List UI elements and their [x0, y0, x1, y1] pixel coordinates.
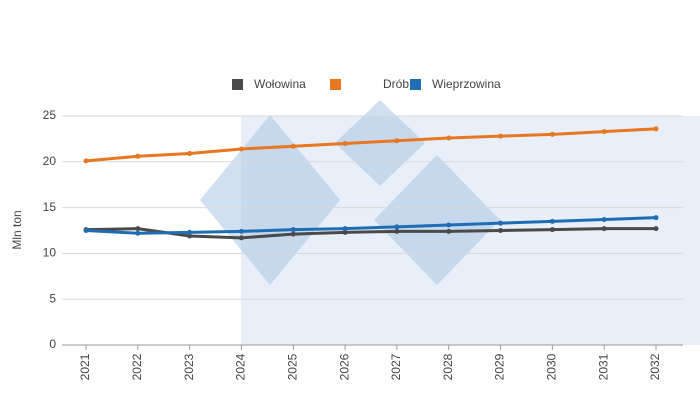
- data-point: [498, 228, 504, 233]
- x-tick-label: 2030: [545, 353, 559, 380]
- legend-label: Drób: [383, 77, 409, 91]
- legend-label: Wołowina: [254, 77, 306, 91]
- x-tick-label: 2025: [285, 353, 299, 380]
- x-tick-label: 2021: [78, 353, 92, 380]
- data-point: [83, 228, 89, 233]
- y-tick-label: 10: [43, 246, 57, 260]
- data-point: [653, 226, 659, 232]
- y-tick-label: 15: [43, 200, 57, 214]
- data-point: [187, 229, 193, 235]
- legend-swatch: [410, 79, 421, 90]
- data-point: [290, 227, 296, 233]
- data-point: [549, 218, 555, 224]
- data-point: [498, 220, 504, 226]
- watermark-diamond: [374, 155, 500, 285]
- data-point: [394, 224, 400, 230]
- data-point: [187, 233, 193, 239]
- data-point: [653, 126, 659, 132]
- data-point: [290, 231, 296, 237]
- y-tick-label: 0: [49, 337, 56, 351]
- data-point: [135, 226, 141, 232]
- x-tick-label: 2032: [648, 353, 662, 380]
- y-tick-label: 5: [49, 291, 56, 305]
- watermark-diamond: [200, 115, 340, 285]
- data-point: [549, 131, 555, 137]
- data-point: [342, 226, 348, 232]
- x-tick-label: 2024: [234, 353, 248, 380]
- y-tick-label: 25: [43, 108, 57, 122]
- data-point: [601, 217, 607, 223]
- legend-swatch: [232, 79, 243, 90]
- legend-swatch: [330, 79, 341, 90]
- x-tick-label: 2027: [389, 353, 403, 380]
- legend: Wołowina Drób Wieprzowina: [232, 77, 501, 91]
- data-point: [601, 226, 607, 232]
- data-point: [342, 140, 348, 146]
- series-line: [85, 216, 657, 235]
- x-tick-label: 2023: [182, 353, 196, 380]
- data-point: [549, 227, 555, 233]
- watermark: [200, 100, 500, 285]
- x-tick-label: 2028: [441, 353, 455, 380]
- data-point: [238, 228, 244, 234]
- data-point: [653, 215, 659, 221]
- legend-label: Wieprzowina: [432, 77, 501, 91]
- y-tick-label: 20: [43, 154, 57, 168]
- data-point: [394, 228, 400, 234]
- x-tick-label: 2031: [596, 353, 610, 380]
- data-point: [238, 146, 244, 152]
- data-point: [394, 138, 400, 144]
- data-point: [135, 153, 141, 159]
- data-point: [446, 228, 452, 234]
- series-line: [85, 227, 656, 240]
- data-point: [238, 235, 244, 241]
- x-tick-label: 2022: [130, 353, 144, 380]
- x-tick-label: 2026: [337, 353, 351, 380]
- data-point: [601, 129, 607, 135]
- data-point: [446, 135, 452, 141]
- data-point: [135, 230, 141, 236]
- x-tick-label: 2029: [493, 353, 507, 380]
- y-axis-label: Mln ton: [10, 210, 24, 249]
- data-point: [342, 229, 348, 235]
- data-point: [446, 222, 452, 228]
- data-point: [290, 143, 296, 149]
- data-point: [83, 158, 89, 164]
- data-point: [187, 151, 193, 157]
- data-point: [498, 133, 504, 139]
- series-line: [85, 127, 657, 163]
